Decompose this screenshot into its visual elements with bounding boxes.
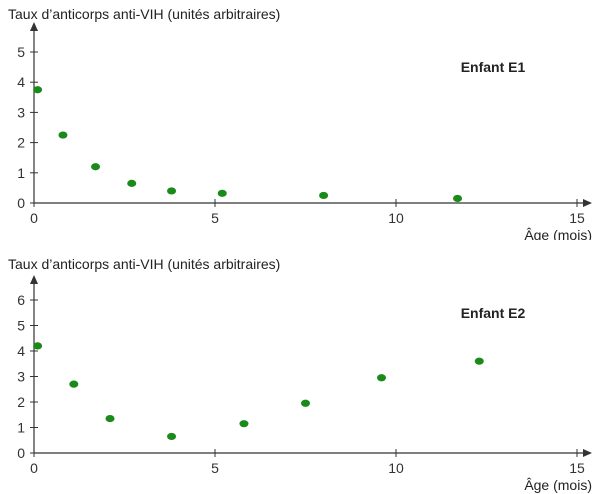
e1-data-point [319, 191, 329, 200]
e1-y-tick-label: 4 [17, 74, 25, 90]
e2-x-tick-label: 10 [388, 460, 404, 476]
e1-panel-title: Enfant E1 [461, 59, 526, 75]
e2-data-point [301, 399, 310, 407]
e1-y-axis-arrow [30, 22, 38, 31]
e2-y-axis-arrow [30, 275, 38, 284]
e1-x-tick-label: 5 [211, 210, 219, 226]
e2-x-tick-label: 0 [30, 460, 38, 476]
chart-enfant-e1: 0 1 2 3 4 5 0 5 10 15 Taux d’anticorps anti-VIH (u… [8, 6, 592, 240]
e2-x-axis-title: Âge (mois) [524, 477, 592, 493]
e1-x-axis-arrow [583, 199, 592, 207]
e2-y-tick-label: 1 [17, 420, 25, 436]
e2-x-tick-label: 5 [211, 460, 219, 476]
e1-y-tick-label: 3 [17, 104, 25, 120]
e2-panel-title: Enfant E2 [461, 305, 526, 321]
e1-x-tick-label: 15 [569, 210, 585, 226]
e1-x-tick-label: 0 [30, 210, 38, 226]
e1-y-tick-label: 5 [17, 44, 25, 60]
e1-y-tick-label: 0 [17, 195, 25, 211]
e2-y-tick-label: 4 [17, 343, 25, 359]
e2-y-tick-label: 2 [17, 394, 25, 410]
e1-data-point [453, 194, 463, 203]
e1-data-point [127, 179, 137, 187]
e2-y-tick-label: 3 [17, 369, 25, 385]
e1-x-axis-title: Âge (mois) [524, 227, 592, 240]
e2-data-point [105, 414, 115, 423]
e2-data-point [167, 432, 177, 441]
e2-data-point [69, 380, 79, 388]
e1-data-point [217, 189, 227, 197]
e1-data-point [167, 187, 177, 195]
e2-x-axis-arrow [583, 449, 592, 457]
e2-data-point [474, 357, 484, 365]
e1-data-point [33, 86, 43, 94]
e1-data-point [91, 163, 101, 171]
e2-y-tick-label: 6 [17, 292, 25, 308]
e2-x-tick-label: 15 [569, 460, 585, 476]
e2-data-point [239, 420, 249, 428]
e2-data-point [33, 342, 43, 350]
e1-data-point [58, 131, 68, 139]
e1-y-tick-label: 1 [17, 165, 25, 181]
e2-data-point [377, 374, 387, 382]
e1-x-tick-label: 10 [388, 210, 404, 226]
e2-y-axis-title: Taux d’anticorps anti-VIH (unités arbitr… [8, 256, 280, 272]
chart-enfant-e2: 0 1 2 3 4 5 6 0 5 10 15 Taux d’anticorps anti-VIH (… [8, 256, 592, 493]
e1-y-tick-label: 2 [17, 135, 25, 151]
e2-y-tick-label: 0 [17, 445, 25, 461]
e1-y-axis-title: Taux d’anticorps anti-VIH (unités arbitr… [8, 6, 280, 22]
e2-y-tick-label: 5 [17, 318, 25, 334]
